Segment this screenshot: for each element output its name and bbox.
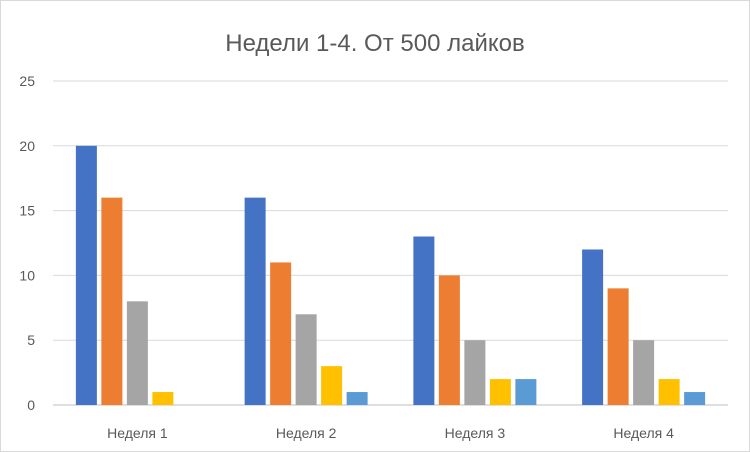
bar (321, 366, 343, 405)
y-axis-ticks: 0 5 10 15 20 25 (19, 73, 35, 413)
bar (244, 197, 266, 405)
bar (152, 392, 174, 405)
y-tick-label: 0 (27, 397, 35, 413)
bar (464, 340, 486, 405)
y-tick-label: 20 (19, 138, 35, 154)
bar (438, 275, 460, 405)
x-axis-categories: Неделя 1 Неделя 2 Неделя 3 Неделя 4 (107, 425, 674, 441)
bar (607, 288, 629, 405)
bar (413, 236, 435, 405)
bar (270, 262, 292, 405)
x-category-label: Неделя 3 (445, 425, 506, 441)
bar (295, 314, 317, 405)
bar (101, 197, 123, 405)
bar (515, 379, 537, 405)
bar (582, 249, 604, 405)
x-category-label: Неделя 1 (107, 425, 168, 441)
bars (75, 145, 706, 406)
y-tick-label: 10 (19, 267, 35, 283)
bar (684, 392, 706, 405)
x-category-label: Неделя 2 (276, 425, 337, 441)
bar (633, 340, 655, 405)
bar (346, 392, 368, 405)
chart-title: Недели 1-4. От 500 лайков (225, 30, 524, 57)
y-tick-label: 25 (19, 73, 35, 89)
bar (489, 379, 511, 405)
bar (658, 379, 680, 405)
bar (126, 301, 148, 405)
x-category-label: Неделя 4 (613, 425, 674, 441)
y-tick-label: 5 (27, 332, 35, 348)
y-tick-label: 15 (19, 203, 35, 219)
bar (75, 145, 97, 406)
